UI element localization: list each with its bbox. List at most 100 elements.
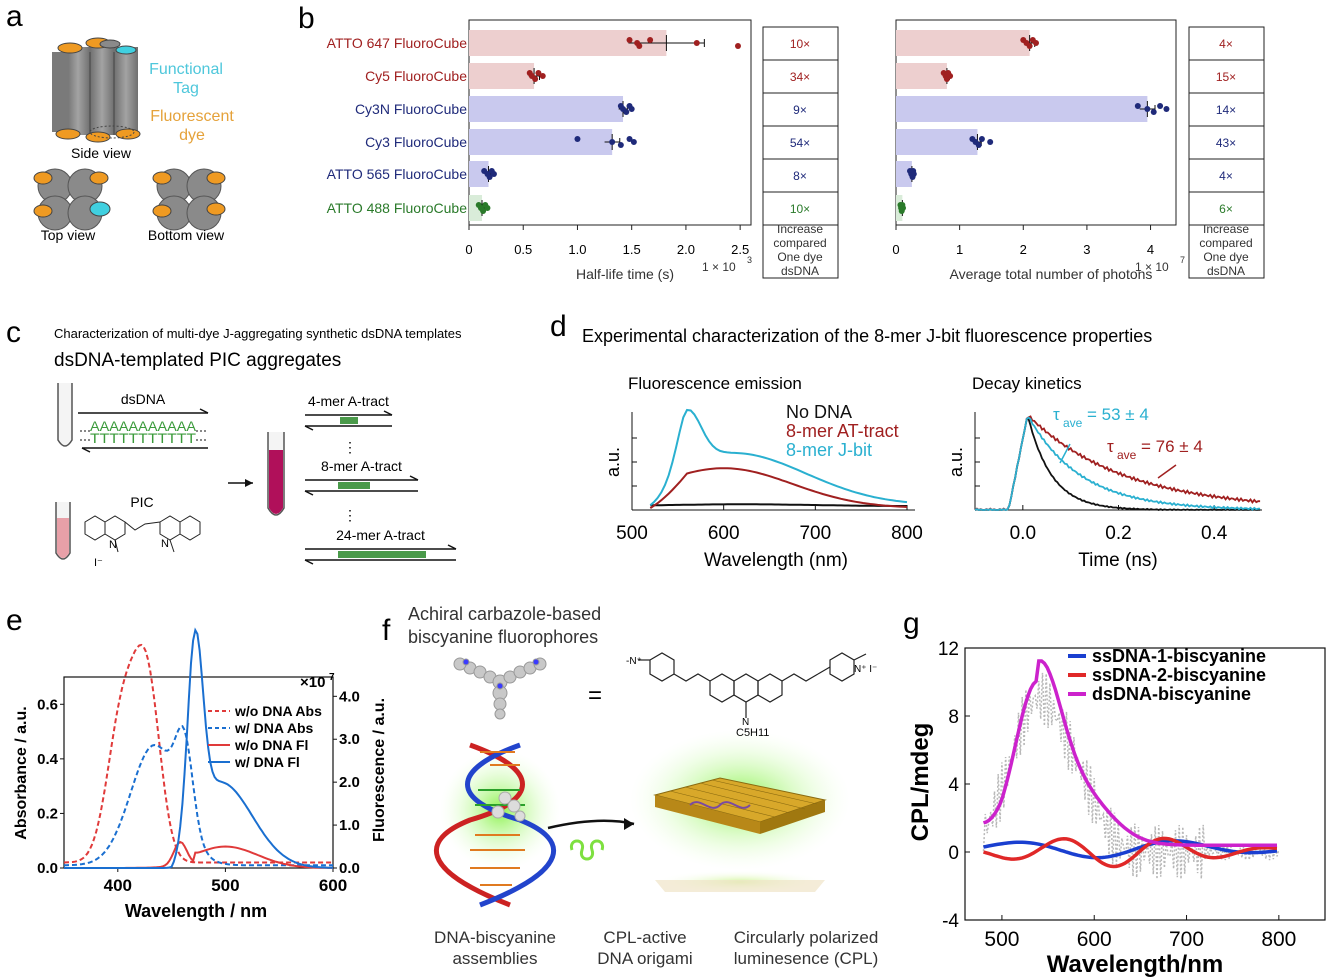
dsdna-curve: [982, 659, 1277, 847]
x-multiplier-exp: 7: [1180, 255, 1185, 265]
tract-bottom-arrow: [304, 490, 314, 496]
row-label: Cy5 FluoroCube: [365, 68, 467, 84]
pic-label: PIC: [130, 494, 153, 510]
biscyanine-3d-model-icon: [453, 657, 547, 720]
ellipsis: ⋮: [343, 439, 357, 455]
a-tract-diagrams: 4-mer A-tract ⋮ 8-mer A-tract ⋮ 24-mer A-tra…: [304, 393, 457, 565]
n-carbazole: N: [742, 717, 749, 728]
data-point: [486, 174, 493, 180]
increase-value: 10×: [790, 202, 810, 216]
y-tick-label-right: 1.0: [339, 817, 360, 834]
tau-arrow: [1059, 443, 1071, 464]
panel-f-letter: f: [382, 614, 391, 647]
data-point: [978, 136, 985, 142]
y-tick-label: 0.6: [37, 696, 58, 713]
y-axis-label: a.u.: [603, 447, 623, 477]
y-axis-label: CPL/mdeg: [907, 723, 934, 842]
ellipsis: ⋮: [343, 507, 357, 523]
dna-origami-icon: [653, 777, 827, 834]
data-point: [532, 76, 539, 82]
x-tick-label: 500: [984, 928, 1019, 951]
tract-label: 8-mer A-tract: [321, 458, 402, 474]
x-tick-label: 700: [799, 523, 831, 544]
x-tick-label: 700: [1169, 928, 1204, 951]
bar: [469, 129, 613, 155]
fluorocube-bottom-view-icon: [152, 168, 226, 231]
x-tick-label: 3: [1083, 242, 1090, 257]
data-point: [636, 43, 643, 49]
biscyanine-structure-icon: [638, 652, 867, 718]
panel-e-letter: e: [6, 604, 23, 637]
data-point: [693, 40, 700, 46]
x-axis-label: Average total number of photons: [950, 266, 1153, 282]
tau-attract: = 76 ± 4: [1141, 437, 1203, 456]
side-view-label: Side view: [71, 145, 132, 161]
row-label: Cy3N FluoroCube: [355, 101, 467, 117]
increase-header: compared: [773, 236, 826, 250]
y-tick-label: 12: [938, 639, 959, 660]
y-tick-label: 0.0: [37, 860, 58, 877]
x-multiplier: 1 × 10: [1135, 260, 1169, 274]
j-bit-curve: [649, 408, 908, 507]
data-point: [490, 171, 497, 177]
legend-entry: w/o DNA Abs: [234, 703, 322, 719]
bar: [469, 161, 489, 187]
increase-header-cell: [762, 224, 839, 279]
ssdna1-curve: [983, 839, 1278, 860]
dna-helix-icon: [433, 742, 557, 908]
increase-value: 54×: [790, 136, 810, 150]
row-label: ATTO 647 FluoroCube: [327, 35, 468, 51]
increase-header: One dye: [1203, 250, 1249, 264]
functional-tag-label: Functional: [149, 61, 223, 78]
cpl-chart: 500 600 700 800 -4 0 4 8 12 Wavelength/nm CPL/mdeg…: [907, 639, 1326, 978]
y-multiplier: ×10: [300, 674, 325, 691]
bar: [896, 96, 1148, 122]
n-methyl-right: N⁺ I⁻: [854, 664, 877, 675]
legend-entry: w/o DNA Fl: [234, 737, 308, 753]
increase-header: One dye: [777, 250, 823, 264]
x-axis-label: Wavelength (nm): [704, 550, 848, 571]
data-point: [1157, 103, 1164, 109]
fluorescent-dye-label-2: dye: [179, 127, 205, 144]
legend-entry: ssDNA-2-biscyanine: [1092, 665, 1266, 685]
dsdna-label: dsDNA: [121, 391, 166, 407]
caption-cpl-2: luminesence (CPL): [734, 949, 879, 968]
tract-a-block: [338, 482, 370, 489]
functional-tag-label-2: Tag: [173, 80, 199, 97]
data-point: [647, 37, 654, 43]
x-axis-label: Wavelength/nm: [1047, 951, 1223, 978]
bar: [469, 96, 624, 122]
panel-g-letter: g: [903, 607, 920, 640]
x-axis-label: Wavelength / nm: [125, 901, 267, 921]
tract-top-arrow: [409, 475, 419, 481]
tract-a-block: [338, 551, 426, 558]
x-tick-label: 2.0: [677, 242, 695, 257]
data-point: [1026, 43, 1033, 49]
at-tract-curve: [649, 467, 908, 509]
pic-tube-icon: [55, 502, 71, 560]
top-view-label: Top view: [41, 227, 96, 243]
panel-c: c Characterization of multi-dye J-aggreg…: [6, 316, 462, 569]
tract-bottom-arrow: [304, 559, 314, 565]
bottom-view-label: Bottom view: [148, 227, 225, 243]
x-tick-label: 600: [708, 523, 740, 544]
n-atom: N: [109, 539, 117, 551]
panel-f-title-2: biscyanine fluorophores: [408, 627, 598, 647]
w-dna-abs-curve: [64, 725, 333, 867]
equals-sign: =: [588, 682, 602, 709]
j-bit-decay-curve: [974, 416, 1261, 511]
data-point: [574, 136, 581, 142]
increase-value: 34×: [790, 70, 810, 84]
caption-assemblies-1: DNA-biscyanine: [434, 928, 556, 947]
data-point: [626, 136, 633, 142]
tau-attract-sub: ave: [1117, 448, 1137, 462]
y-tick-label: 4: [948, 775, 959, 796]
row-label: ATTO 488 FluoroCube: [327, 200, 468, 216]
tract-a-block: [340, 417, 358, 424]
increase-header: compared: [1199, 236, 1252, 250]
fluorescent-dye-label: Fluorescent: [150, 108, 234, 125]
legend-entry: dsDNA-biscyanine: [1092, 684, 1251, 704]
x-tick-label: 0: [465, 242, 472, 257]
panel-e: e 400 500 600 Wavelength / nm 0.0 0.2 0.4 0.6 0.…: [6, 604, 388, 921]
